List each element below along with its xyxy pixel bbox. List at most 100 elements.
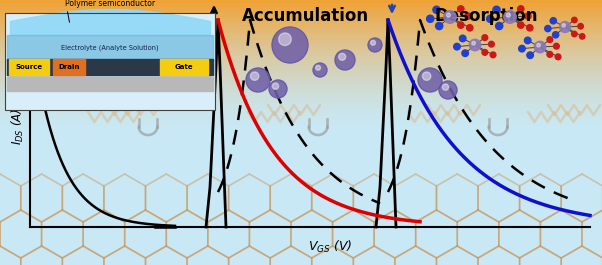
Bar: [0, 13, 602, 16]
Bar: [0, 189, 602, 192]
Bar: [0, 238, 602, 242]
Bar: [0, 262, 602, 265]
Circle shape: [447, 13, 450, 17]
Circle shape: [578, 24, 583, 29]
Bar: [9, 59, 49, 75]
Bar: [0, 196, 602, 199]
Bar: [0, 179, 602, 182]
Bar: [0, 3, 602, 7]
Circle shape: [553, 32, 559, 38]
Circle shape: [454, 43, 461, 50]
Bar: [0, 93, 602, 96]
Bar: [0, 0, 602, 3]
Bar: [0, 212, 602, 215]
Bar: [0, 83, 602, 86]
Circle shape: [250, 72, 259, 80]
Bar: [0, 249, 602, 252]
Bar: [0, 228, 602, 232]
Bar: [0, 149, 602, 152]
Circle shape: [371, 40, 376, 45]
Circle shape: [313, 63, 327, 77]
Circle shape: [459, 35, 466, 42]
Bar: [0, 132, 602, 136]
Bar: [0, 33, 602, 36]
Bar: [0, 192, 602, 196]
Circle shape: [272, 27, 308, 63]
Circle shape: [436, 23, 443, 30]
Text: Electrolyte (Analyte Solution): Electrolyte (Analyte Solution): [61, 45, 159, 51]
Circle shape: [547, 51, 553, 57]
Bar: [0, 119, 602, 122]
Text: Accumulation: Accumulation: [241, 7, 368, 25]
Bar: [0, 50, 602, 53]
Bar: [0, 96, 602, 99]
Bar: [0, 182, 602, 186]
Bar: [0, 46, 602, 50]
Bar: [5, 13, 215, 110]
Circle shape: [279, 33, 291, 46]
Circle shape: [418, 68, 442, 92]
Bar: [0, 23, 602, 27]
Bar: [0, 166, 602, 169]
Circle shape: [555, 54, 561, 60]
Circle shape: [572, 17, 577, 23]
Circle shape: [489, 41, 494, 47]
Circle shape: [465, 13, 471, 19]
Circle shape: [486, 15, 494, 23]
Circle shape: [482, 50, 488, 55]
Text: Source: Source: [16, 64, 43, 70]
Circle shape: [467, 25, 473, 31]
Bar: [0, 76, 602, 80]
Bar: [0, 116, 602, 119]
Bar: [160, 59, 208, 75]
Bar: [0, 10, 602, 13]
Bar: [0, 30, 602, 33]
Circle shape: [269, 80, 287, 98]
Bar: [0, 109, 602, 113]
Bar: [0, 60, 602, 63]
Bar: [0, 126, 602, 129]
Circle shape: [470, 39, 481, 51]
Circle shape: [439, 81, 457, 99]
Text: $V_{GS}$ (V): $V_{GS}$ (V): [308, 239, 352, 255]
Bar: [0, 99, 602, 103]
Text: Gate: Gate: [175, 64, 193, 70]
Bar: [0, 90, 602, 93]
Bar: [0, 53, 602, 56]
Circle shape: [444, 11, 456, 23]
Bar: [0, 129, 602, 132]
Bar: [0, 16, 602, 20]
Circle shape: [493, 6, 500, 14]
Circle shape: [335, 50, 355, 70]
Circle shape: [547, 37, 553, 42]
Circle shape: [534, 41, 546, 53]
Bar: [0, 20, 602, 23]
Bar: [0, 143, 602, 146]
Bar: [0, 69, 602, 73]
Circle shape: [472, 41, 476, 45]
Bar: [0, 169, 602, 172]
Bar: [0, 186, 602, 189]
Circle shape: [527, 52, 533, 59]
Circle shape: [315, 65, 320, 70]
Bar: [0, 36, 602, 40]
Bar: [0, 103, 602, 106]
Circle shape: [462, 50, 468, 56]
Bar: [0, 245, 602, 249]
Circle shape: [527, 25, 533, 31]
Circle shape: [525, 13, 531, 19]
Circle shape: [504, 11, 517, 23]
Text: Desorption: Desorption: [434, 7, 538, 25]
Circle shape: [553, 43, 559, 49]
Text: Drain: Drain: [58, 64, 79, 70]
Circle shape: [519, 45, 525, 52]
Bar: [53, 59, 85, 75]
Bar: [0, 162, 602, 166]
Bar: [0, 232, 602, 235]
Circle shape: [368, 38, 382, 52]
Circle shape: [572, 31, 577, 37]
Bar: [0, 252, 602, 255]
Bar: [0, 136, 602, 139]
Circle shape: [442, 84, 448, 90]
Bar: [0, 122, 602, 126]
